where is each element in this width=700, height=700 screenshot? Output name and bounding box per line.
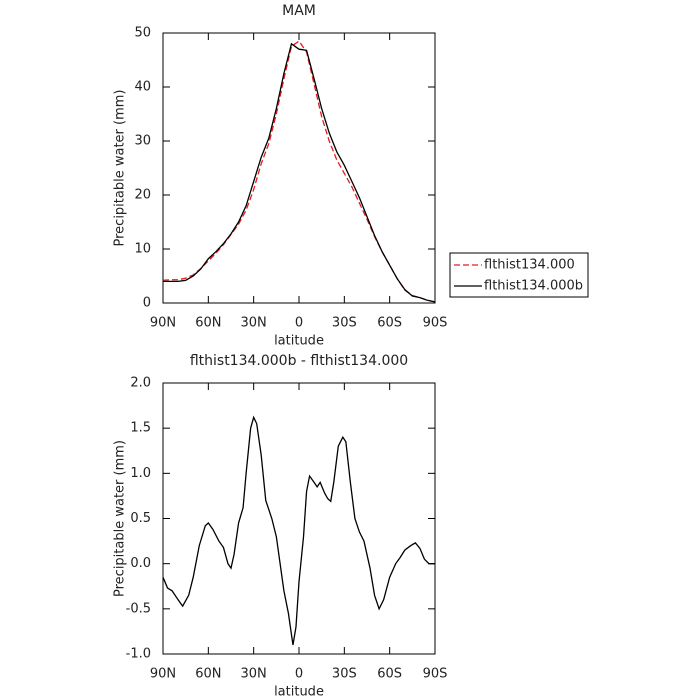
- chart-title: flthist134.000b - flthist134.000: [190, 353, 408, 369]
- x-tick-label: 0: [295, 316, 303, 331]
- y-tick-label: 1.5: [130, 421, 151, 436]
- y-tick-label: 40: [134, 80, 151, 95]
- plot-frame: [162, 32, 436, 304]
- y-tick-label: 50: [134, 26, 151, 41]
- y-tick-label: -0.5: [126, 601, 151, 616]
- data-line: [162, 415, 435, 646]
- y-axis-label: Precipitable water (mm): [113, 90, 128, 247]
- x-axis-label: latitude: [274, 685, 324, 700]
- data-line: [162, 40, 436, 303]
- x-tick-label: 0: [295, 667, 303, 682]
- x-tick-label: 90N: [150, 316, 176, 331]
- y-axis-label: Precipitable water (mm): [113, 440, 128, 597]
- y-tick-label: 2.0: [130, 376, 151, 391]
- x-tick-label: 60N: [195, 316, 221, 331]
- x-tick-label: 90S: [423, 316, 448, 331]
- x-tick-label: 30S: [332, 316, 357, 331]
- y-tick-label: 30: [134, 134, 151, 149]
- legend-label: flthist134.000: [484, 258, 575, 273]
- y-tick-label: 20: [134, 188, 151, 203]
- legend-box: [449, 252, 589, 298]
- x-tick-label: 90N: [150, 667, 176, 682]
- x-tick-label: 60S: [377, 667, 402, 682]
- x-tick-label: 30S: [332, 667, 357, 682]
- x-tick-label: 30N: [241, 316, 267, 331]
- y-tick-label: 0.0: [130, 556, 151, 571]
- y-tick-label: 0.5: [130, 511, 151, 526]
- y-tick-label: 1.0: [130, 466, 151, 481]
- y-tick-label: 10: [134, 242, 151, 257]
- chart-title: MAM: [282, 3, 316, 19]
- x-tick-label: 90S: [423, 667, 448, 682]
- x-tick-label: 60N: [195, 667, 221, 682]
- legend-label: flthist134.000b: [484, 279, 583, 294]
- x-tick-label: 30N: [241, 667, 267, 682]
- x-tick-label: 60S: [377, 316, 402, 331]
- y-tick-label: -1.0: [126, 647, 151, 662]
- y-tick-label: 0: [143, 296, 151, 311]
- x-axis-label: latitude: [274, 334, 324, 349]
- data-line: [163, 42, 436, 303]
- plot-frame: [162, 382, 436, 655]
